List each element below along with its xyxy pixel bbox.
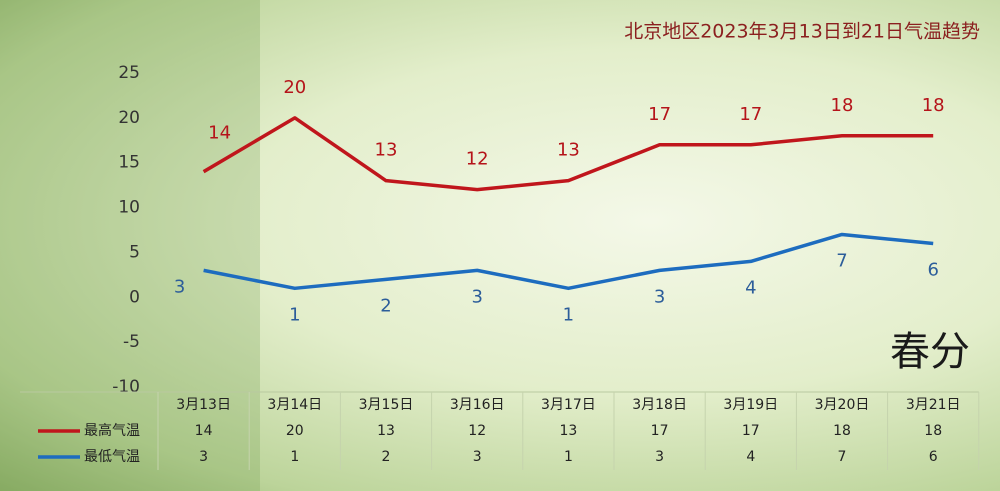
y-tick-label: 25 bbox=[118, 63, 140, 83]
data-label: 20 bbox=[283, 77, 306, 98]
y-tick-label: 20 bbox=[118, 108, 140, 128]
y-tick-label: 0 bbox=[129, 287, 140, 307]
legend-label: 最低气温 bbox=[84, 449, 140, 465]
table-cell: 3 bbox=[199, 449, 208, 465]
y-tick-label: -10 bbox=[112, 377, 140, 397]
data-label: 3 bbox=[471, 286, 482, 307]
x-tick-label: 3月18日 bbox=[632, 397, 687, 413]
table-cell: 6 bbox=[929, 449, 938, 465]
y-tick-label: 5 bbox=[129, 242, 140, 262]
table-cell: 18 bbox=[924, 423, 942, 439]
data-label: 3 bbox=[654, 286, 665, 307]
data-label: 17 bbox=[739, 104, 762, 125]
table-cell: 2 bbox=[382, 449, 391, 465]
table-cell: 3 bbox=[473, 449, 482, 465]
data-label: 12 bbox=[466, 149, 489, 170]
data-label: 2 bbox=[380, 295, 391, 316]
data-label: 18 bbox=[831, 95, 854, 116]
table-cell: 20 bbox=[286, 423, 304, 439]
chart-title: 北京地区2023年3月13日到21日气温趋势 bbox=[624, 21, 980, 43]
data-label: 14 bbox=[208, 123, 231, 144]
data-label: 1 bbox=[563, 304, 574, 325]
y-tick-label: 15 bbox=[118, 153, 140, 173]
table-cell: 14 bbox=[195, 423, 213, 439]
data-label: 1 bbox=[289, 304, 300, 325]
table-cell: 13 bbox=[559, 423, 577, 439]
table-cell: 17 bbox=[651, 423, 669, 439]
table-cell: 13 bbox=[377, 423, 395, 439]
table-cell: 7 bbox=[838, 449, 847, 465]
x-tick-label: 3月19日 bbox=[723, 397, 778, 413]
data-label: 3 bbox=[174, 276, 185, 297]
table-cell: 18 bbox=[833, 423, 851, 439]
data-label: 6 bbox=[927, 259, 938, 280]
data-label: 4 bbox=[745, 277, 756, 298]
x-tick-label: 3月21日 bbox=[906, 397, 961, 413]
x-tick-label: 3月16日 bbox=[450, 397, 505, 413]
data-label: 13 bbox=[375, 140, 398, 161]
series-line bbox=[202, 116, 934, 192]
x-tick-label: 3月20日 bbox=[815, 397, 870, 413]
table-cell: 17 bbox=[742, 423, 760, 439]
x-tick-label: 3月17日 bbox=[541, 397, 596, 413]
y-tick-label: 10 bbox=[118, 198, 140, 218]
y-tick-label: -5 bbox=[123, 332, 140, 352]
legend-label: 最高气温 bbox=[84, 422, 140, 439]
background-shade bbox=[0, 0, 260, 491]
data-label: 18 bbox=[922, 95, 945, 116]
x-tick-label: 3月14日 bbox=[267, 397, 322, 413]
data-label: 7 bbox=[836, 250, 847, 271]
table-cell: 1 bbox=[564, 449, 573, 465]
x-tick-label: 3月15日 bbox=[359, 397, 414, 413]
table-cell: 3 bbox=[655, 449, 664, 465]
table-cell: 1 bbox=[290, 449, 299, 465]
decoration-text: 春分 bbox=[890, 329, 970, 375]
x-tick-label: 3月13日 bbox=[176, 397, 231, 413]
table-cell: 12 bbox=[468, 423, 486, 439]
table-cell: 4 bbox=[746, 449, 755, 465]
data-label: 17 bbox=[648, 104, 671, 125]
series-line bbox=[203, 232, 934, 291]
data-label: 13 bbox=[557, 140, 580, 161]
